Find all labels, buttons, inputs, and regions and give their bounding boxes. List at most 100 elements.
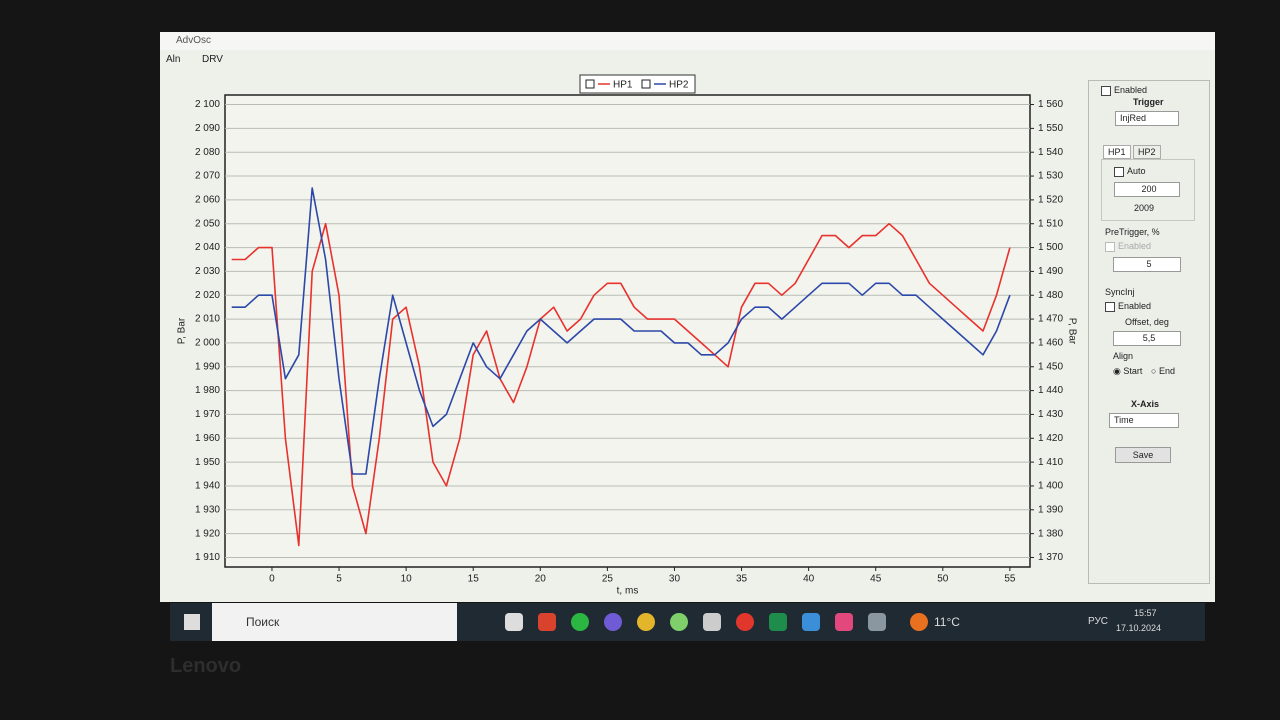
section-title: PreTrigger, % — [1105, 227, 1160, 237]
checkbox[interactable]: Enabled — [1105, 301, 1151, 312]
save-button[interactable]: Save — [1115, 447, 1171, 463]
y2-tick-label: 1 410 — [1038, 457, 1063, 468]
weather-icon — [910, 613, 928, 631]
app-icon[interactable] — [637, 613, 655, 631]
radio[interactable]: ◉ Start — [1113, 366, 1143, 376]
start-button[interactable] — [184, 614, 200, 630]
y2-tick-label: 1 560 — [1038, 99, 1063, 110]
y-tick-label: 1 960 — [195, 433, 220, 444]
x-tick-label: 25 — [602, 574, 614, 585]
y2-tick-label: 1 390 — [1038, 504, 1063, 515]
checkbox[interactable]: Enabled — [1105, 241, 1151, 252]
label: Start — [1123, 366, 1143, 376]
y-tick-label: 2 010 — [195, 314, 220, 325]
label: Auto — [1127, 166, 1146, 176]
x-axis-label: t, ms — [617, 586, 639, 597]
section-title: X-Axis — [1131, 399, 1160, 409]
language[interactable]: РУС — [1088, 616, 1109, 627]
y-tick-label: 1 910 — [195, 552, 220, 563]
menu-item[interactable]: Aln — [166, 54, 181, 65]
app-icon[interactable] — [703, 613, 721, 631]
checkbox[interactable]: Auto — [1114, 166, 1146, 177]
search-text: Поиск — [246, 615, 280, 629]
app-icon[interactable] — [505, 613, 523, 631]
label: Enabled — [1114, 85, 1148, 95]
legend-checkbox — [585, 79, 595, 89]
y-tick-label: 2 060 — [195, 195, 220, 206]
app-icon[interactable] — [538, 613, 556, 631]
checkbox[interactable]: Enabled — [1101, 85, 1147, 96]
y-tick-label: 2 020 — [195, 290, 220, 301]
y-tick-label: 2 040 — [195, 242, 220, 253]
x-tick-label: 35 — [736, 574, 748, 585]
tab[interactable]: HP2 — [1133, 145, 1161, 159]
y-tick-label: 2 090 — [195, 123, 220, 134]
y2-tick-label: 1 460 — [1038, 338, 1063, 349]
y-tick-label: 1 940 — [195, 481, 220, 492]
legend-box — [579, 74, 696, 94]
x-tick-label: 50 — [937, 574, 949, 585]
chart: 1 910 1 920 1 930 1 940 1 950 1 960 1 970 1 980… — [177, 74, 1077, 597]
y-tick-label: 2 030 — [195, 266, 220, 277]
y2-tick-label: 1 380 — [1038, 528, 1063, 539]
dropdown[interactable]: InjRed — [1115, 111, 1179, 126]
y2-tick-label: 1 530 — [1038, 171, 1063, 182]
field-label: Offset, deg — [1125, 317, 1169, 327]
clock-time: 15:57 — [1134, 608, 1157, 618]
spin-box[interactable]: 5,5 — [1113, 331, 1181, 346]
y2-tick-label: 1 440 — [1038, 385, 1063, 396]
y2-tick-label: 1 490 — [1038, 266, 1063, 277]
app-icon[interactable] — [868, 613, 886, 631]
app-icon[interactable] — [769, 613, 787, 631]
y2-tick-label: 1 520 — [1038, 195, 1063, 206]
window-title: AdvOsc — [176, 35, 212, 46]
x-tick-label: 30 — [669, 574, 681, 585]
y2-tick-label: 1 480 — [1038, 290, 1063, 301]
y-tick-label: 2 100 — [195, 99, 220, 110]
y2-tick-label: 1 510 — [1038, 218, 1063, 229]
x-tick-label: 5 — [336, 574, 342, 585]
y-axis-label: P, Bar — [177, 317, 188, 344]
y-tick-label: 1 980 — [195, 385, 220, 396]
app-icon[interactable] — [670, 613, 688, 631]
x-tick-label: 0 — [269, 574, 275, 585]
y2-tick-label: 1 420 — [1038, 433, 1063, 444]
y-tick-label: 2 000 — [195, 338, 220, 349]
y-tick-label: 1 990 — [195, 361, 220, 372]
y2-tick-label: 1 370 — [1038, 552, 1063, 563]
legend-label: HP1 — [613, 80, 633, 91]
app-window: AdvOsc Aln DRV 1 910 1 920 1 930 1 940 1 950… — [160, 32, 1215, 602]
x-tick-label: 45 — [870, 574, 882, 585]
y-tick-label: 1 930 — [195, 504, 220, 515]
label: Enabled — [1118, 301, 1152, 311]
title-bar: AdvOsc — [160, 32, 1215, 50]
tab[interactable]: HP1 — [1103, 145, 1131, 159]
y-tick-label: 1 950 — [195, 457, 220, 468]
clock-date: 17.10.2024 — [1116, 623, 1162, 633]
app-icon[interactable] — [802, 613, 820, 631]
y2-tick-label: 1 430 — [1038, 409, 1063, 420]
value-label: 2009 — [1134, 203, 1155, 213]
legend-label: HP2 — [669, 80, 689, 91]
app-icon[interactable] — [835, 613, 853, 631]
menu-item[interactable]: DRV — [202, 54, 223, 65]
y-tick-label: 2 050 — [195, 218, 220, 229]
search-box[interactable]: Поиск — [212, 603, 457, 641]
spin-box[interactable]: 200 — [1114, 182, 1180, 197]
label: End — [1158, 366, 1175, 376]
settings-panel: Enabled Trigger InjRed HP1 HP2 Auto 200 … — [1088, 80, 1210, 584]
section-title: Trigger — [1133, 97, 1164, 107]
series-line — [231, 222, 1011, 547]
spin-box[interactable]: 5 — [1113, 257, 1181, 272]
series-line — [231, 187, 1011, 475]
app-icon[interactable] — [604, 613, 622, 631]
y-tick-label: 2 070 — [195, 171, 220, 182]
radio[interactable]: ○ End — [1151, 366, 1175, 376]
app-icon[interactable] — [736, 613, 754, 631]
app-icon[interactable] — [571, 613, 589, 631]
dropdown[interactable]: Time — [1109, 413, 1179, 428]
y-tick-label: 2 080 — [195, 147, 220, 158]
x-tick-label: 40 — [803, 574, 815, 585]
y-tick-label: 1 920 — [195, 528, 220, 539]
